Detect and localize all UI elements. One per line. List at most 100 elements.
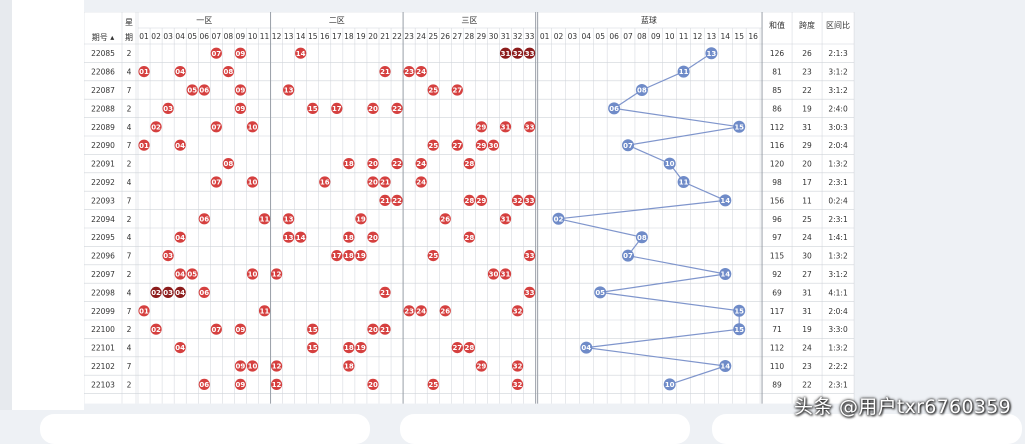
red-ball <box>258 305 271 317</box>
ratio-value: 3:1:2 <box>828 270 848 279</box>
red-ball <box>367 102 379 114</box>
weekday: 4 <box>127 233 132 242</box>
red-ball <box>379 194 391 206</box>
header-red-number: 03 <box>163 32 173 41</box>
red-ball-label: 20 <box>368 326 378 334</box>
blue-ball <box>622 249 634 262</box>
red-ball <box>355 213 367 225</box>
weekday: 2 <box>127 380 132 389</box>
issue-number: 22091 <box>91 160 115 169</box>
red-ball-label: 20 <box>368 179 378 187</box>
header-red-number: 07 <box>212 32 222 41</box>
red-ball <box>246 268 259 280</box>
issue-number: 22097 <box>91 270 115 279</box>
red-ball-label: 12 <box>272 381 282 389</box>
sum-value: 156 <box>770 196 785 205</box>
red-ball-label: 04 <box>175 344 185 352</box>
red-ball-label: 13 <box>284 234 294 242</box>
red-ball <box>511 47 524 59</box>
red-ball <box>174 342 186 354</box>
red-ball-label: 06 <box>199 381 209 389</box>
red-ball <box>367 323 379 335</box>
weekday: 2 <box>127 270 132 279</box>
red-ball <box>451 342 463 354</box>
header-red-number: 16 <box>320 32 330 41</box>
red-ball <box>234 102 247 114</box>
ratio-value: 1:3:2 <box>828 252 848 261</box>
red-ball-label: 20 <box>368 160 378 168</box>
red-ball-label: 18 <box>344 252 354 260</box>
red-ball <box>367 231 379 243</box>
header-blue-number: 07 <box>623 32 633 41</box>
red-ball-label: 09 <box>236 50 246 58</box>
ratio-value: 3:3:0 <box>828 325 848 334</box>
red-ball <box>391 158 403 170</box>
span-value: 22 <box>802 380 812 389</box>
header-blue-number: 05 <box>595 32 605 41</box>
red-ball <box>307 323 319 335</box>
sum-value: 98 <box>772 178 782 187</box>
blue-ball-label: 11 <box>679 179 689 187</box>
red-ball <box>511 378 524 390</box>
red-ball <box>174 139 186 151</box>
red-ball <box>391 102 403 114</box>
blue-ball-label: 07 <box>623 252 633 260</box>
weekday: 7 <box>127 362 132 371</box>
red-ball <box>463 342 475 354</box>
red-ball-label: 06 <box>199 215 209 223</box>
issue-number: 22095 <box>91 233 115 242</box>
span-value: 29 <box>802 141 812 150</box>
header-red-number: 08 <box>224 32 234 41</box>
weekday: 2 <box>127 215 132 224</box>
header-red-number: 33 <box>525 32 535 41</box>
red-ball <box>246 360 259 372</box>
ratio-value: 2:0:4 <box>828 307 848 316</box>
red-ball <box>367 176 379 188</box>
red-ball <box>487 139 500 151</box>
red-ball <box>270 268 283 280</box>
ratio-value: 1:4:1 <box>828 233 848 242</box>
header-red-number: 21 <box>380 32 390 41</box>
blue-ball-label: 10 <box>665 160 675 168</box>
red-ball-label: 33 <box>525 197 535 205</box>
red-ball <box>295 47 307 59</box>
red-ball <box>246 176 259 188</box>
header-blue-number: 10 <box>665 32 675 41</box>
red-ball <box>210 323 222 335</box>
red-ball <box>343 360 355 372</box>
red-ball-label: 12 <box>272 271 282 279</box>
red-ball <box>343 231 355 243</box>
red-ball <box>367 158 379 170</box>
sum-value: 110 <box>770 362 785 371</box>
blue-ball-label: 05 <box>595 289 605 297</box>
sum-value: 81 <box>772 68 782 77</box>
red-ball <box>403 66 415 78</box>
red-ball-label: 07 <box>211 50 221 58</box>
blue-ball-label: 15 <box>734 307 744 315</box>
span-value: 25 <box>802 215 812 224</box>
red-ball-label: 18 <box>344 160 354 168</box>
red-ball <box>415 305 427 317</box>
blue-ball <box>635 231 648 244</box>
sum-value: 86 <box>772 104 782 113</box>
red-ball-label: 31 <box>501 271 511 279</box>
blue-ball <box>719 194 732 207</box>
header-zone3: 三区 <box>461 16 477 25</box>
red-ball <box>379 176 391 188</box>
red-ball-label: 20 <box>368 105 378 113</box>
sum-value: 112 <box>770 344 785 353</box>
red-ball <box>463 158 475 170</box>
sum-value: 126 <box>770 49 785 58</box>
issue-number: 22096 <box>91 252 115 261</box>
weekday: 7 <box>127 141 132 150</box>
red-ball-label: 32 <box>513 197 523 205</box>
red-ball-label: 19 <box>356 215 366 223</box>
red-ball-label: 06 <box>199 87 209 95</box>
red-ball-label: 15 <box>308 326 318 334</box>
red-ball <box>270 378 283 390</box>
red-ball <box>415 66 427 78</box>
red-ball <box>234 378 247 390</box>
red-ball-label: 11 <box>260 307 270 315</box>
red-ball <box>319 176 331 188</box>
red-ball-label: 32 <box>513 307 523 315</box>
